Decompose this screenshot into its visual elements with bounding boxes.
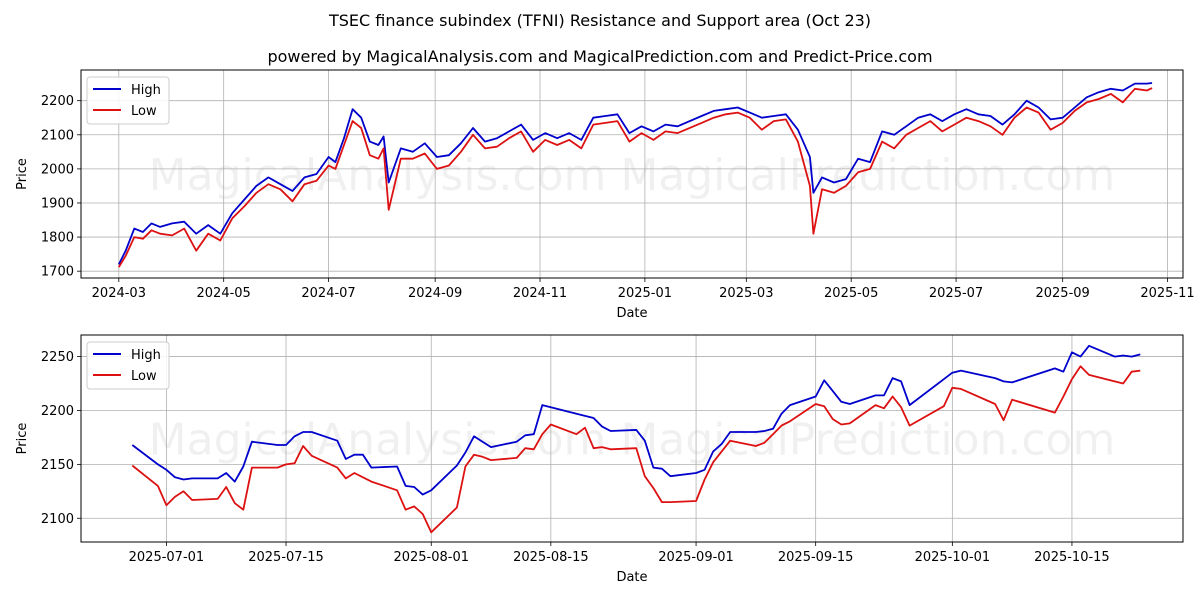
legend-label-high: High: [131, 348, 161, 363]
x-tick-label: 2025-03: [719, 286, 773, 301]
y-tick-label: 2200: [41, 94, 74, 109]
chart-title: TSEC finance subindex (TFNI) Resistance …: [328, 11, 871, 30]
y-tick-label: 2100: [41, 512, 74, 527]
y-tick-label: 2000: [41, 162, 74, 177]
x-tick-label: 2024-03: [92, 286, 146, 301]
x-tick-label: 2024-05: [197, 286, 251, 301]
y-tick-label: 1700: [41, 265, 74, 280]
legend-label-high: High: [131, 83, 161, 98]
x-tick-label: 2025-08-01: [393, 550, 469, 565]
chart-subtitle: powered by MagicalAnalysis.com and Magic…: [267, 47, 932, 66]
x-tick-label: 2025-07: [929, 286, 983, 301]
y-tick-label: 1900: [41, 196, 74, 211]
x-tick-label: 2025-01: [618, 286, 672, 301]
zoom-chart-panel: MagicalAnalysis.com MagicalPrediction.co…: [15, 334, 1184, 585]
x-tick-label: 2025-07-01: [129, 550, 205, 565]
y-tick-label: 2150: [41, 458, 74, 473]
x-tick-label: 2025-05: [824, 286, 878, 301]
y-tick-label: 2250: [41, 350, 74, 365]
y-axis-label: Price: [15, 158, 30, 190]
x-axis-label: Date: [616, 306, 647, 321]
series-line-low: [118, 87, 1153, 268]
legend-label-low: Low: [131, 369, 157, 384]
axes-frame: [80, 334, 1184, 543]
watermark-text: MagicalAnalysis.com MagicalPrediction.co…: [149, 415, 1116, 466]
x-tick-label: 2025-08-15: [513, 550, 589, 565]
series-line-high: [131, 344, 1141, 496]
x-tick-label: 2025-10-01: [915, 550, 991, 565]
series-line-high: [117, 82, 1153, 265]
axes-frame: [80, 69, 1184, 279]
x-tick-label: 2025-09: [1035, 286, 1089, 301]
main-chart-panel: MagicalAnalysis.com MagicalPrediction.co…: [15, 69, 1195, 321]
legend-label-low: Low: [131, 104, 157, 119]
y-tick-label: 2100: [41, 128, 74, 143]
y-axis-label: Price: [15, 423, 30, 455]
x-tick-label: 2025-09-15: [778, 550, 854, 565]
y-tick-label: 2200: [41, 404, 74, 419]
x-tick-label: 2025-07-15: [248, 550, 324, 565]
y-tick-label: 1800: [41, 231, 74, 246]
legend: High Low: [86, 76, 170, 125]
x-tick-label: 2025-11: [1140, 286, 1194, 301]
series-line-low: [131, 365, 1141, 534]
x-tick-label: 2024-09: [408, 286, 462, 301]
x-tick-label: 2025-09-01: [658, 550, 734, 565]
x-tick-label: 2024-07: [301, 286, 355, 301]
watermark-text: MagicalAnalysis.com MagicalPrediction.co…: [149, 150, 1116, 201]
x-tick-label: 2025-10-15: [1034, 550, 1110, 565]
x-tick-label: 2024-11: [513, 286, 567, 301]
legend: High Low: [86, 341, 170, 390]
x-axis-label: Date: [616, 570, 647, 585]
